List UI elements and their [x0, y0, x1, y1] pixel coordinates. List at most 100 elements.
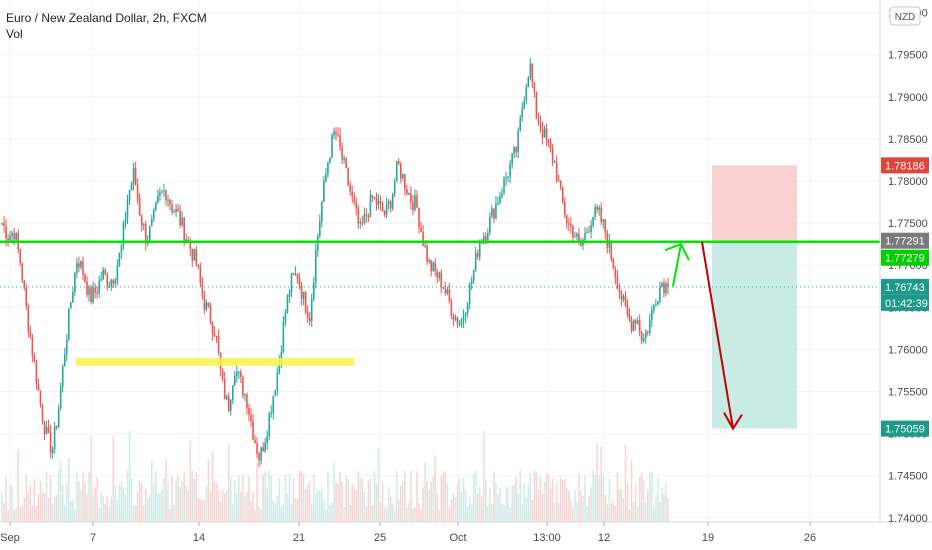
x-tick-label: 12 [598, 532, 610, 544]
candle-body [51, 449, 54, 453]
candle-body [347, 168, 349, 185]
volume-bar [68, 458, 70, 522]
candle-body [369, 195, 372, 218]
volume-bar [638, 477, 641, 522]
target-price-badge: 1.75059 [885, 424, 925, 436]
volume-bar [266, 488, 268, 522]
candle-body [642, 338, 645, 341]
candle-body [525, 87, 528, 101]
volume-bar [177, 475, 179, 522]
candle-body [651, 310, 653, 321]
volume-bar [399, 485, 402, 522]
volume-bar [559, 477, 562, 522]
candle-body [280, 352, 283, 361]
volume-bar [517, 493, 520, 522]
volume-bar [169, 509, 171, 522]
volume-bar [363, 491, 366, 522]
candle-body [209, 306, 212, 324]
volume-bar [628, 509, 631, 522]
candle-body [1, 223, 3, 225]
candle-body [157, 196, 159, 203]
candle-body [72, 292, 74, 303]
volume-bar [223, 493, 226, 522]
candle-body [41, 404, 44, 421]
currency-button[interactable]: NZD [889, 6, 921, 26]
volume-bar [209, 490, 212, 522]
volume-bar [653, 508, 655, 522]
x-tick-label: 21 [293, 532, 305, 544]
volume-bar [527, 484, 530, 522]
volume-bar [116, 500, 119, 522]
volume-bar [379, 502, 382, 522]
candle-body [375, 197, 378, 205]
volume-bar [150, 460, 153, 522]
volume-bar [102, 495, 105, 522]
candle-body [278, 360, 281, 373]
candle-body [371, 195, 374, 198]
candle-body [487, 232, 489, 241]
support-price-badge-bg [881, 249, 929, 266]
candle-body [402, 174, 404, 179]
time-axis[interactable]: Sep 7 14 21 25 Oct 13:00 12 19 26 [0, 522, 816, 544]
candle-body [648, 320, 651, 334]
volume-bar [142, 505, 145, 522]
volume-bar [387, 486, 390, 522]
candle-body [254, 440, 256, 444]
volume-bar [497, 494, 499, 522]
candle-body [3, 223, 5, 227]
volume-bar [181, 481, 183, 522]
volume-bar [205, 485, 208, 522]
candle-body [592, 216, 594, 226]
volume-bar [507, 486, 509, 522]
candle-body [240, 371, 242, 378]
volume-bar [478, 486, 481, 522]
candle-body [383, 211, 386, 215]
volume-bar [335, 481, 337, 522]
candle-body [78, 263, 80, 268]
candle-body [120, 245, 123, 253]
x-tick-label: Oct [449, 532, 466, 544]
volume-bar [88, 472, 90, 522]
candle-body [464, 313, 467, 316]
volume-bar [256, 462, 258, 522]
volume-bar [146, 498, 149, 522]
volume-bar [118, 484, 121, 522]
volume-bar [65, 483, 68, 522]
volume-bar [108, 507, 111, 522]
volume-indicator-label[interactable]: Vol [6, 27, 23, 41]
candle-body [432, 262, 434, 272]
candle-body [333, 131, 335, 136]
volume-bar [620, 489, 623, 522]
candle-body [179, 210, 181, 225]
chart-title: Euro / New Zealand Dollar, 2h, FXCM [6, 11, 207, 25]
volume-bar [110, 496, 113, 522]
volume-bar [280, 506, 283, 522]
candle-body [45, 426, 48, 435]
volume-bar [61, 484, 64, 522]
volume-bar [416, 471, 418, 522]
candle-body [446, 289, 449, 294]
volume-bar [296, 499, 299, 522]
candle-body [128, 190, 131, 201]
volume-bar [634, 484, 637, 522]
volume-bar [175, 479, 177, 522]
candle-body [74, 272, 76, 293]
candle-body [246, 394, 248, 408]
candle-body [594, 206, 596, 217]
candle-body [590, 225, 592, 232]
volume-bar [1, 492, 3, 522]
volume-bar [290, 503, 293, 522]
candle-body [499, 196, 501, 204]
candle-body [418, 207, 420, 228]
candle-body [517, 131, 520, 153]
candle-body [221, 369, 224, 380]
candle-body [100, 279, 102, 281]
volume-bar [19, 506, 22, 522]
volume-bar [661, 487, 663, 522]
volume-bar [485, 479, 487, 522]
candle-body [507, 176, 509, 178]
red-arrow-shaft [701, 241, 734, 429]
candle-body [163, 190, 165, 192]
candle-body [604, 219, 607, 233]
